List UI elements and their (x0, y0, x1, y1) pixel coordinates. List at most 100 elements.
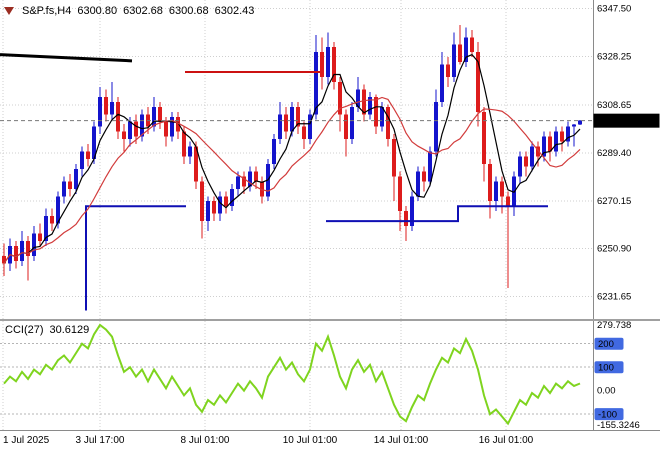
candle-body (98, 96, 102, 127)
candle-body (428, 151, 432, 182)
candle-body (380, 106, 384, 127)
candle-body (284, 114, 288, 132)
candle-body (110, 101, 114, 115)
frame-layer (0, 0, 660, 431)
candle-body (248, 171, 252, 187)
candle-body (350, 106, 354, 140)
blue-support-right[interactable] (326, 205, 548, 223)
time-axis-label: 3 Jul 17:00 (76, 435, 125, 446)
candle-body (212, 201, 216, 214)
candle-body (116, 101, 120, 132)
candle-body (500, 181, 504, 197)
candle-body (566, 126, 570, 142)
candle-body (386, 106, 390, 140)
ohlc-low: 6300.68 (168, 5, 209, 17)
candle-body (56, 196, 60, 224)
candle-body (134, 121, 138, 137)
candle-body (290, 106, 294, 132)
ohlc-high: 6302.68 (123, 5, 163, 17)
price-axis-label: 6289.40 (597, 148, 631, 159)
time-axis-label: 14 Jul 01:00 (374, 435, 429, 446)
time-axis[interactable]: 1 Jul 2025 3 Jul 17:00 8 Jul 01:00 10 Jul 0… (3, 435, 534, 446)
overlay-lines-layer (0, 53, 593, 264)
candle-body (104, 96, 108, 115)
candle-body (68, 181, 72, 189)
cci-level-badge-label: 100 (598, 363, 614, 374)
cci-level-badge (594, 361, 624, 374)
candle-body (2, 255, 6, 264)
price-axis-label: 6347.50 (597, 4, 631, 15)
candle-body (206, 201, 210, 222)
candle-body (434, 101, 438, 152)
candle-body (224, 196, 228, 207)
candle-body (464, 37, 468, 63)
candle-body (320, 52, 324, 78)
cci-min-label: -155.3246 (597, 420, 640, 431)
candle-body (488, 163, 492, 202)
candle-body (170, 116, 174, 137)
candle-body (302, 126, 306, 140)
black-trendline[interactable] (0, 53, 133, 63)
candle-body (332, 47, 336, 82)
candle-body (182, 131, 186, 157)
cci-value: 30.6129 (49, 324, 90, 336)
cci-level-badge-label: -100 (598, 410, 617, 421)
candle-body (440, 64, 444, 102)
candle-body (494, 181, 498, 202)
candle-body (200, 181, 204, 222)
candle-body (278, 114, 282, 140)
candle-body (314, 52, 318, 115)
chart-ohlc-header: S&P.fs,H4 6300.80 6302.68 6300.68 6302.4… (4, 5, 254, 17)
candle-body (272, 139, 276, 164)
time-axis-label: 1 Jul 2025 (3, 435, 50, 446)
objects-layer (0, 53, 548, 311)
ma-slow-line (3, 96, 581, 264)
candle-body (242, 176, 246, 187)
cci-max-label: 279.738 (597, 320, 631, 331)
candle-body (38, 233, 42, 241)
candle-body (410, 196, 414, 227)
candle-body (524, 156, 528, 167)
price-down-triangle-icon (4, 7, 14, 15)
candle-body (44, 216, 48, 241)
candle-body (86, 151, 90, 159)
price-axis-label: 6231.65 (597, 292, 631, 303)
ohlc-open: 6300.80 (77, 5, 118, 17)
price-axis-label: 6250.90 (597, 244, 631, 255)
candle-body (32, 233, 36, 256)
candle-body (230, 188, 234, 207)
grid-layer (0, 0, 593, 430)
candle-body (50, 216, 54, 224)
current-price-box (593, 113, 660, 128)
candle-body (404, 211, 408, 227)
candle-body (392, 139, 396, 177)
candle-body (374, 96, 378, 127)
candle-body (344, 114, 348, 140)
candle-body (176, 116, 180, 132)
candle-body (326, 47, 330, 78)
cci-layer (3, 323, 581, 426)
candle-body (554, 131, 558, 152)
candle-body (482, 111, 486, 164)
candle-body (80, 151, 84, 169)
candle-body (422, 171, 426, 182)
candle-body (476, 52, 480, 112)
candle-body (572, 124, 576, 127)
blue-support-left[interactable] (85, 205, 186, 311)
candle-body (152, 106, 156, 127)
candle-body (140, 114, 144, 137)
candle-body (578, 120, 582, 125)
candle-body (536, 146, 540, 157)
candle-body (530, 146, 534, 167)
cci-name: CCI(27) (5, 324, 44, 336)
candle-body (122, 131, 126, 140)
cci-level-badge (594, 337, 624, 350)
cci-indicator-label: CCI(27) 30.6129 (5, 324, 89, 336)
time-axis-label: 8 Jul 01:00 (181, 435, 230, 446)
current-price-label: 6302.43 (597, 116, 631, 127)
price-axis[interactable]: 6347.50 6328.25 6308.65 6289.40 6270.15 6250.… (593, 4, 660, 303)
candle-body (416, 171, 420, 197)
cci-axis[interactable]: 279.738 200 100 -100 0.00 -155.3246 (594, 320, 640, 431)
